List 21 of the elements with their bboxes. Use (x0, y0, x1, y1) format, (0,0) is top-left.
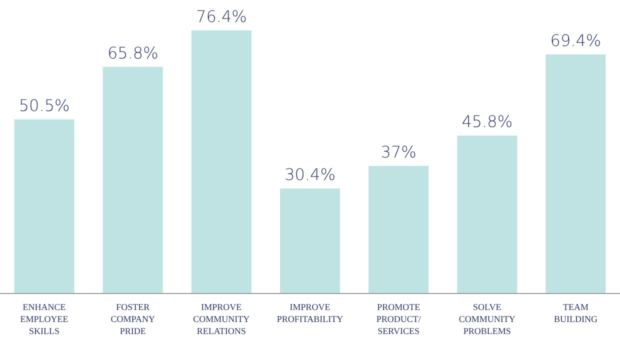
x-tick-label: IMPROVE PROFITABILITY (276, 302, 344, 324)
bar (14, 119, 74, 293)
x-tick-label: ENHANCE EMPLOYEE SKILLS (20, 302, 69, 336)
bar (368, 166, 429, 293)
x-tick-label: FOSTER COMPANY PRIDE (110, 302, 156, 336)
x-tick-label: PROMOTE PRODUCT/ SERVICES (376, 302, 422, 336)
data-label: 37% (380, 142, 416, 162)
data-label: 30.4% (284, 165, 336, 184)
x-tick-label: TEAM BUILDING (554, 302, 598, 324)
bar (280, 188, 340, 293)
bar (546, 54, 606, 293)
x-tick-label: IMPROVE COMMUNITY RELATIONS (193, 302, 250, 336)
data-label: 50.5% (18, 96, 70, 115)
data-label: 65.8% (107, 43, 158, 62)
bar (102, 66, 163, 293)
x-tick-label: SOLVE COMMUNITY PROBLEMS (458, 302, 516, 336)
data-label: 76.4% (196, 6, 247, 26)
data-label: 69.4% (550, 30, 602, 50)
data-label: 45.8% (462, 112, 513, 132)
bar (191, 30, 252, 293)
bar (457, 136, 518, 293)
